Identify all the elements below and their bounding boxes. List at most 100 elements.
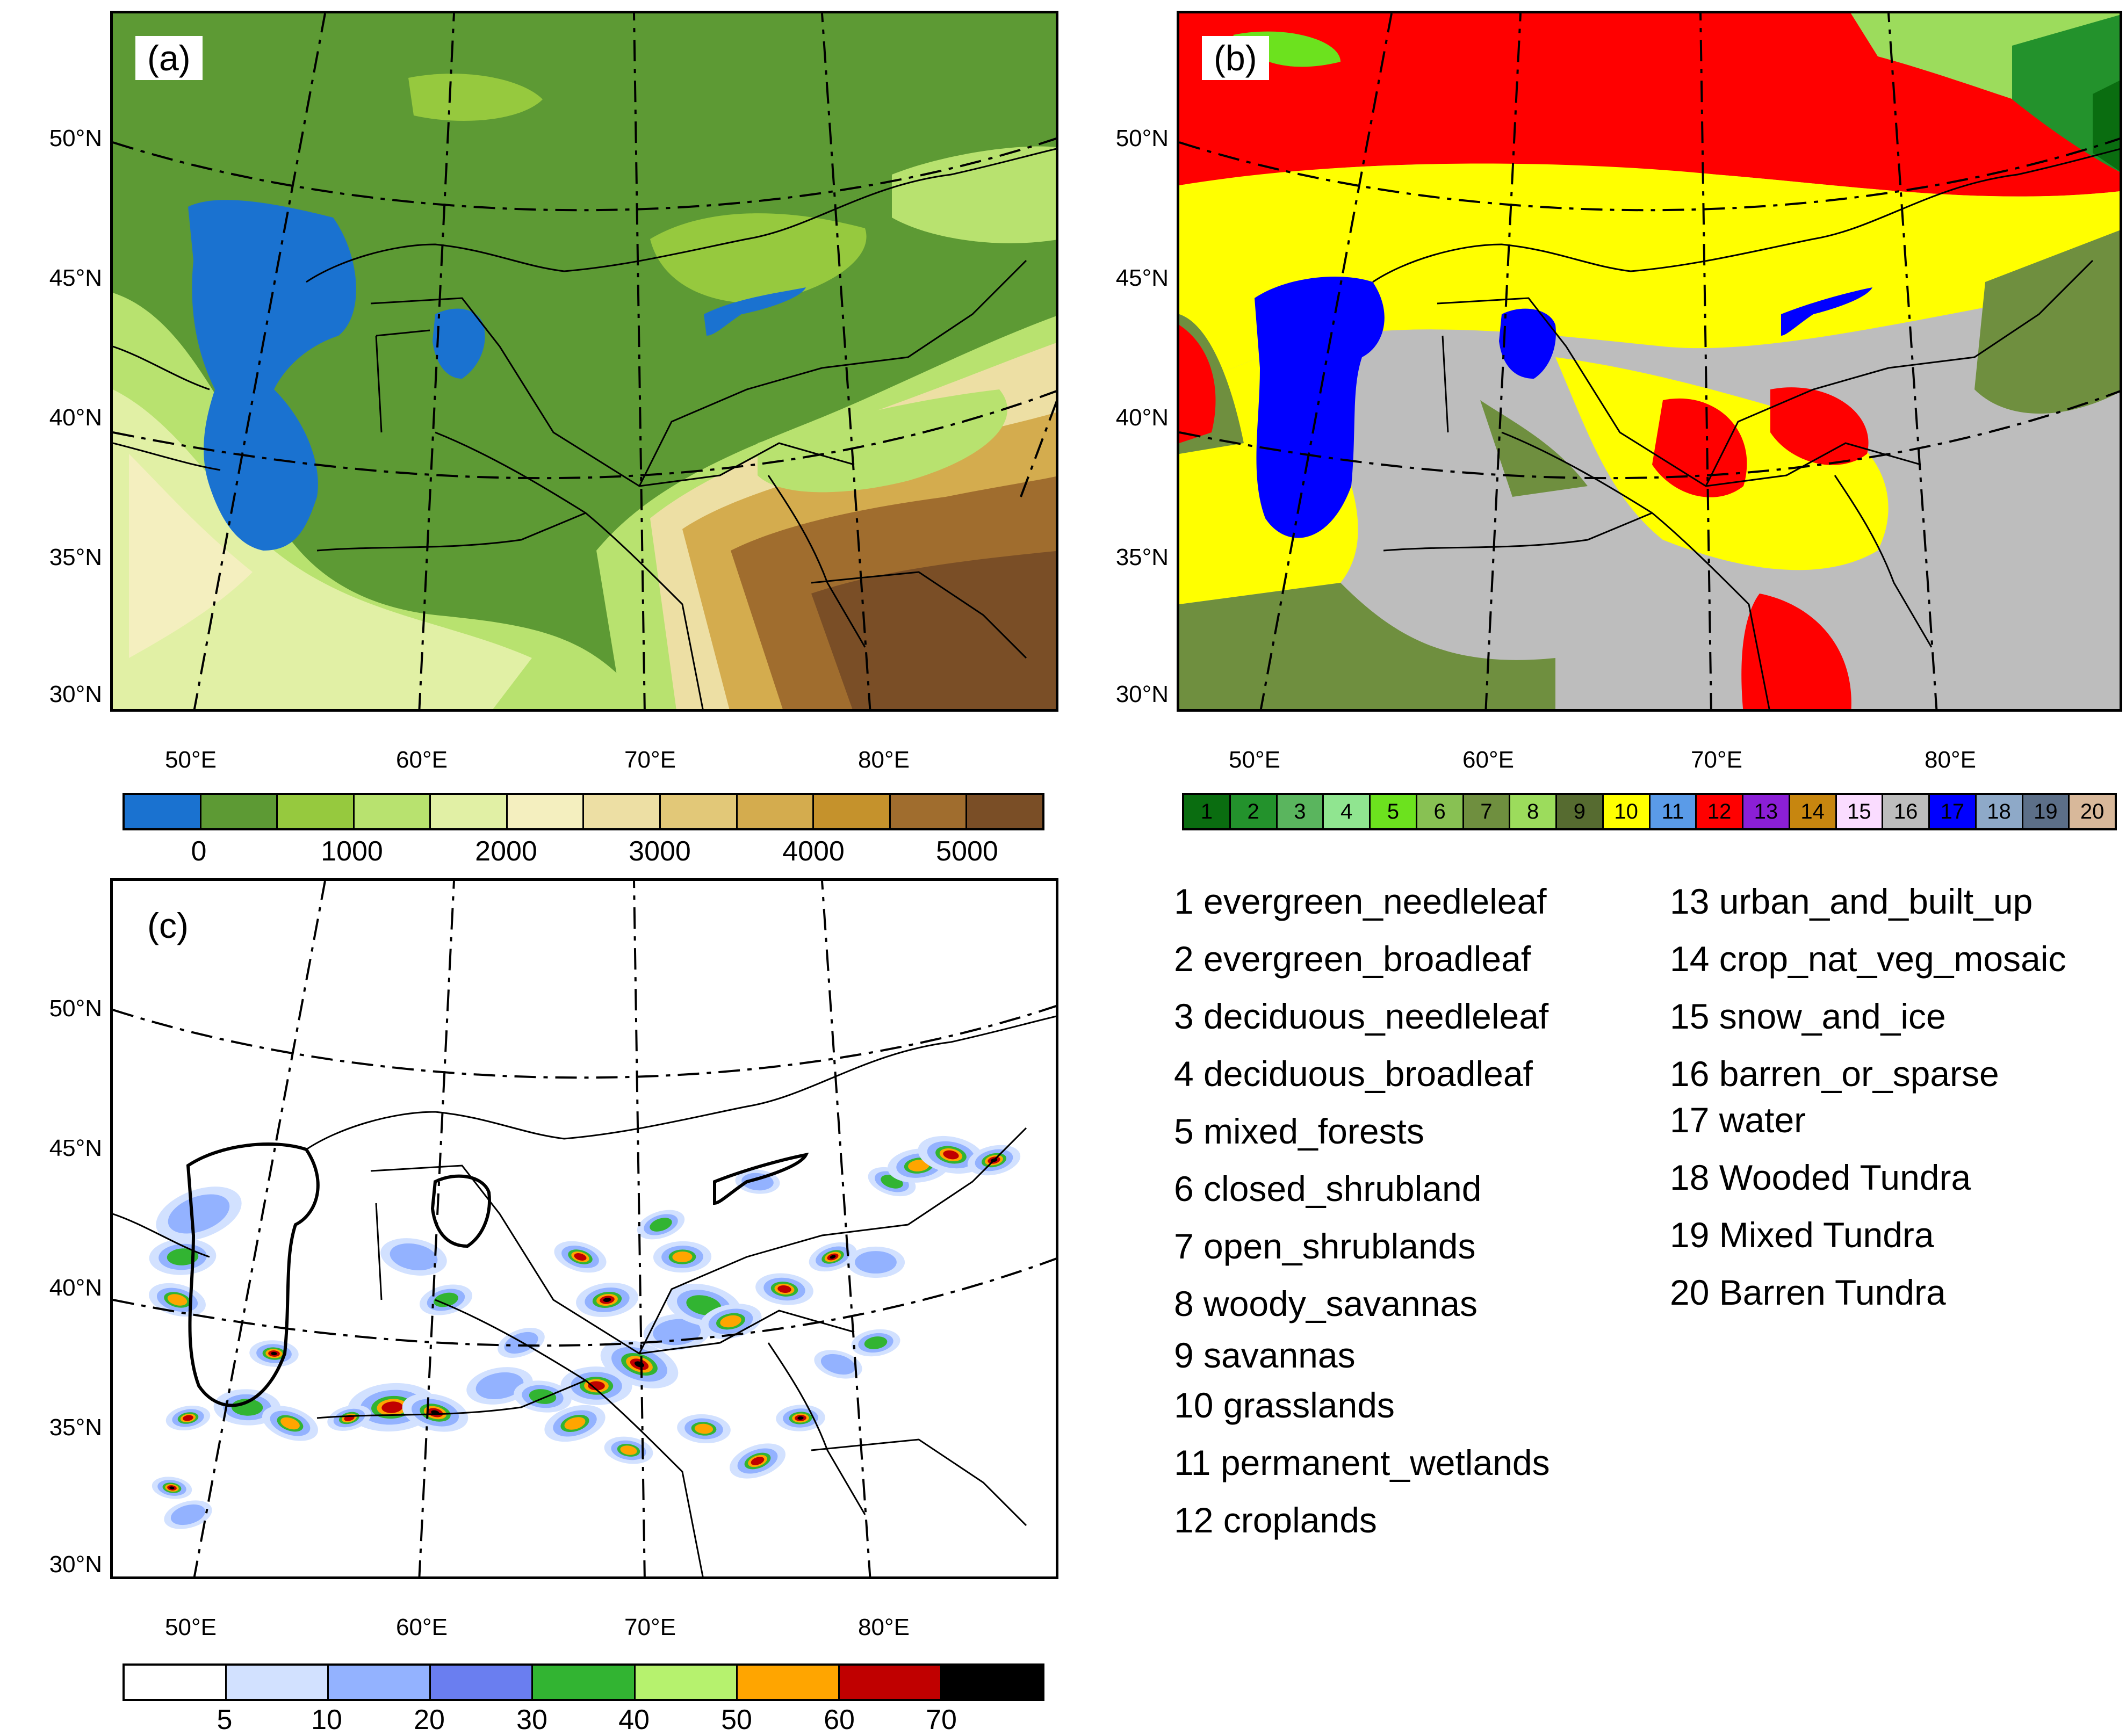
lat-label: 30°N: [1115, 681, 1169, 707]
precip-contour: [720, 1315, 741, 1328]
colorbar-segment: [431, 1666, 534, 1699]
legend-item: 8 woody_savannas: [1174, 1284, 1478, 1323]
colorbar-tick: 30: [516, 1704, 547, 1735]
colorbar-tick: 60: [824, 1704, 855, 1735]
lat-label: 40°N: [49, 404, 102, 431]
lon-label: 60°E: [1462, 747, 1514, 773]
colorbar-segment: 3: [1277, 795, 1324, 828]
legend-item: 18 Wooded Tundra: [1670, 1158, 1971, 1197]
precip-contour: [167, 1294, 188, 1306]
colorbar-segment: [201, 795, 278, 828]
colorbar-segment: 9: [1557, 795, 1604, 828]
lat-label: 40°N: [1115, 404, 1169, 431]
lat-label: 35°N: [49, 1414, 102, 1441]
lon-label: 60°E: [396, 1614, 448, 1640]
lat-label: 50°N: [49, 995, 102, 1022]
panel-c-map: (c): [110, 878, 1058, 1579]
lat-label: 35°N: [1115, 544, 1169, 570]
precip-contour: [620, 1445, 637, 1455]
colorbar-elevation: [122, 793, 1044, 830]
lon-label: 70°E: [624, 1614, 676, 1640]
precip-contour: [820, 1354, 856, 1375]
precip-contour: [588, 1381, 605, 1391]
precip-contour: [169, 1486, 175, 1489]
precip-contour: [390, 1243, 438, 1271]
colorbar-segment: [125, 795, 201, 828]
lon-label: 50°E: [1229, 747, 1280, 773]
precip-contour: [830, 1255, 836, 1259]
precip-contour: [864, 1336, 888, 1349]
panel-b-map-drawing: [1179, 13, 2120, 709]
panel-a-map-drawing: [113, 13, 1056, 709]
lat-label: 50°N: [1115, 125, 1169, 151]
colorbar-segment: [354, 795, 431, 828]
precip-contour: [564, 1417, 586, 1430]
precip-contour: [280, 1417, 300, 1430]
colorbar-tick: 50: [721, 1704, 752, 1735]
legend-item: 14 crop_nat_veg_mosaic: [1670, 939, 2066, 979]
colorbar-segment: 10: [1603, 795, 1651, 828]
precip-contour: [574, 1253, 587, 1261]
lon-label: 70°E: [624, 747, 676, 773]
precip-contour: [529, 1389, 557, 1404]
legend-item: 10 grasslands: [1174, 1385, 1395, 1425]
precip-contour: [855, 1251, 897, 1274]
colorbar-segment: [737, 1666, 840, 1699]
colorbar-segment: [533, 1666, 636, 1699]
colorbar-segment: [814, 795, 891, 828]
colorbar-segment: [125, 1666, 227, 1699]
colorbar-segment: [329, 1666, 431, 1699]
panel-c-map-drawing: [113, 881, 1056, 1576]
legend-item: 19 Mixed Tundra: [1670, 1215, 1934, 1255]
colorbar-segment: 8: [1510, 795, 1557, 828]
colorbar-segment: 5: [1371, 795, 1417, 828]
precip-contour: [777, 1285, 791, 1293]
precip-contour: [168, 1194, 230, 1234]
legend-item: 15 snow_and_ice: [1670, 996, 1946, 1036]
colorbar-segment: [941, 1666, 1042, 1699]
legend-item: 16 barren_or_sparse: [1670, 1054, 1999, 1094]
precip-contour: [183, 1415, 193, 1421]
colorbar-segment: [584, 795, 661, 828]
colorbar-segment: [967, 795, 1042, 828]
lat-label: 35°N: [49, 544, 102, 570]
colorbar-segment: 13: [1743, 795, 1790, 828]
colorbar-tick: 10: [311, 1704, 342, 1735]
lon-label: 60°E: [396, 747, 448, 773]
colorbar-segment: 15: [1836, 795, 1884, 828]
colorbar-segment: 18: [1976, 795, 2023, 828]
legend-item: 2 evergreen_broadleaf: [1174, 939, 1531, 979]
colorbar-segment: 7: [1464, 795, 1511, 828]
legend-item: 6 closed_shrubland: [1174, 1169, 1482, 1209]
colorbar-tick: 5: [217, 1704, 233, 1735]
precip-contour: [650, 1218, 672, 1232]
colorbar-segment: 2: [1230, 795, 1278, 828]
colorbar-tick: 0: [191, 836, 207, 867]
legend-item: 1 evergreen_needleleaf: [1174, 881, 1547, 921]
colorbar-tick: 20: [414, 1704, 445, 1735]
lon-label: 80°E: [1925, 747, 1976, 773]
panel-c-label: (c): [135, 903, 200, 947]
legend-item: 20 Barren Tundra: [1670, 1272, 1946, 1312]
colorbar-tick: 1000: [321, 836, 383, 867]
precip-contour: [271, 1351, 277, 1356]
lat-label: 30°N: [49, 1551, 102, 1578]
precip-contour: [381, 1401, 403, 1413]
lat-label: 45°N: [1115, 265, 1169, 291]
panel-b-label: (b): [1202, 36, 1269, 80]
legend-item: 4 deciduous_broadleaf: [1174, 1054, 1533, 1094]
lon-label: 50°E: [165, 1614, 217, 1640]
colorbar-segment: 4: [1324, 795, 1371, 828]
legend-item: 17 water: [1670, 1100, 1806, 1140]
colorbar-segment: [431, 795, 508, 828]
legend-item: 11 permanent_wetlands: [1174, 1443, 1550, 1482]
precip-contour: [475, 1372, 524, 1400]
colorbar-tick: 2000: [475, 836, 537, 867]
precip-contour: [908, 1160, 929, 1171]
lat-label: 50°N: [49, 125, 102, 151]
colorbar-segment: [635, 1666, 738, 1699]
lat-label: 45°N: [49, 1135, 102, 1161]
lat-label: 45°N: [49, 265, 102, 291]
lat-label: 30°N: [49, 681, 102, 707]
lon-label: 80°E: [858, 1614, 910, 1640]
